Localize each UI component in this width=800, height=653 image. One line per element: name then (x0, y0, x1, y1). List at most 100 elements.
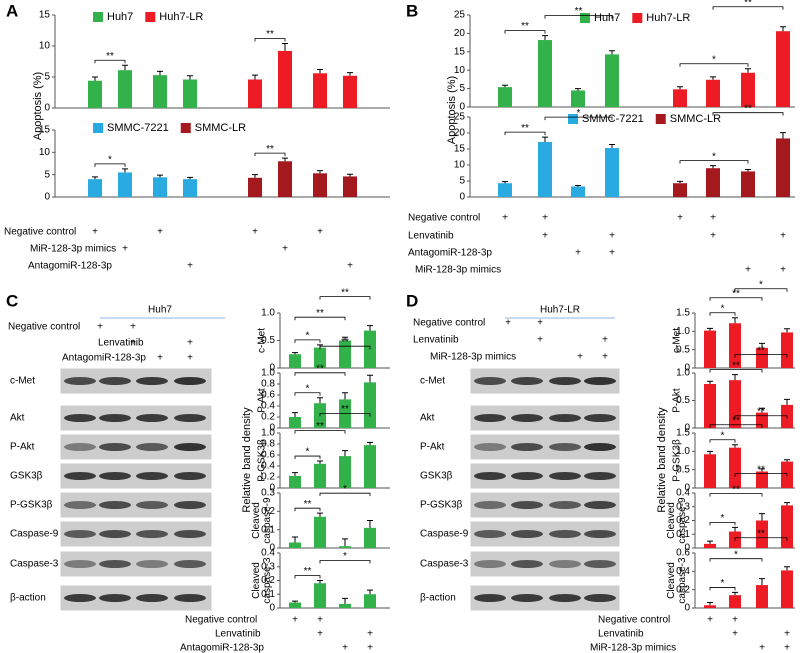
bar (339, 340, 351, 368)
bar (498, 87, 512, 107)
y-tick-label: 20 (454, 128, 466, 139)
blot-band (99, 472, 131, 480)
significance-label: ** (732, 484, 740, 495)
significance-bracket (294, 316, 346, 321)
bar (343, 176, 357, 197)
blot-band (174, 414, 206, 422)
error-bar (732, 526, 738, 532)
blot-row-label: Caspase-9 (420, 529, 469, 540)
error-bar (282, 43, 288, 51)
y-tick-label: 5 (44, 169, 50, 180)
error-bar (187, 75, 193, 80)
blot-band (174, 377, 206, 385)
legend-label: Huh7 (107, 11, 133, 23)
error-bar (342, 392, 348, 400)
y-tick-label: 0 (684, 363, 690, 374)
error-bar (367, 589, 373, 595)
treatment-mark: + (710, 231, 716, 242)
error-bar (710, 165, 716, 169)
significance-label: ** (757, 464, 765, 475)
significance-bracket (294, 372, 346, 376)
blot-band (64, 443, 96, 451)
bar (183, 79, 197, 108)
significance-label: ** (757, 406, 765, 417)
significance-bracket (319, 296, 371, 300)
treatment-label: MiR-128-3p mimics (590, 643, 676, 653)
error-bar (575, 88, 581, 91)
blot-band (136, 530, 168, 538)
significance-bracket (294, 575, 321, 579)
y-tick-label: 0.4 (676, 566, 690, 577)
y-tick-label: 0.2 (261, 412, 275, 423)
error-bar (732, 374, 738, 381)
treatment-mark: + (780, 231, 786, 242)
treatment-label: MiR-128-3p mimics (415, 265, 501, 276)
blot-band (584, 443, 616, 451)
significance-label: ** (341, 337, 349, 348)
significance-bracket (709, 312, 736, 316)
bar (704, 384, 716, 428)
significance-bracket (709, 493, 763, 497)
bar (538, 141, 552, 197)
blot-band (511, 560, 543, 568)
error-bar (707, 380, 713, 384)
error-bar (732, 317, 738, 324)
error-bar (759, 513, 765, 521)
blot-row-label: P-GSK3β (10, 500, 53, 511)
treatment-mark: + (282, 244, 288, 255)
y-tick-label: 25 (454, 112, 466, 123)
blot-row-label: GSK3β (420, 471, 453, 482)
y-tick-label: 0 (684, 543, 690, 554)
significance-bracket (734, 537, 788, 541)
bar (704, 454, 716, 488)
bar (339, 603, 351, 608)
significance-label: ** (732, 288, 740, 299)
blot-band (474, 472, 506, 480)
legend-swatch (580, 13, 590, 23)
y-tick-label: 0 (269, 543, 275, 554)
error-bar (609, 144, 615, 149)
y-tick-label: 0 (459, 192, 465, 203)
error-bar (122, 64, 128, 71)
y-axis-label: Relative band density (241, 407, 253, 513)
treatment-label: AntagomiR-128-3p (28, 261, 112, 272)
blot-band (584, 377, 616, 385)
error-bar (745, 168, 751, 172)
significance-label: * (712, 151, 716, 162)
bar (704, 543, 716, 548)
y-tick-label: 20 (454, 28, 466, 39)
bar (278, 161, 292, 197)
y-tick-label: 0.1 (261, 524, 275, 535)
chart-label: P-Akt (672, 388, 683, 413)
y-tick-label: 1.0 (676, 326, 690, 337)
treatment-mark: + (602, 352, 608, 363)
blot-row-label: β-action (10, 593, 46, 604)
blot-band (174, 501, 206, 509)
y-tick-label: 0 (44, 103, 50, 114)
bar (364, 330, 376, 368)
treatment-mark: + (367, 629, 373, 640)
blot-band (584, 414, 616, 422)
y-tick-label: 5 (459, 176, 465, 187)
treatment-mark: + (784, 643, 790, 653)
bar (314, 463, 326, 488)
blot-band (174, 594, 206, 602)
legend-label: Huh7-LR (646, 12, 690, 24)
treatment-label: AntagomiR-128-3p (62, 353, 146, 364)
error-bar (347, 72, 353, 76)
blot-title: Huh7-LR (540, 305, 580, 316)
treatment-mark: + (542, 213, 548, 224)
treatment-label: Lenvatinib (215, 629, 261, 640)
error-bar (759, 578, 765, 586)
treatment-mark: + (732, 629, 738, 640)
treatment-mark: + (575, 248, 581, 259)
significance-label: ** (575, 6, 583, 17)
legend-label: SMMC-7221 (582, 113, 644, 125)
y-tick-label: 15 (39, 125, 51, 136)
y-tick-label: 10 (454, 65, 466, 76)
bar (289, 602, 301, 608)
y-tick-label: 15 (454, 144, 466, 155)
blot-band (474, 414, 506, 422)
error-bar (780, 26, 786, 32)
error-bar (677, 86, 683, 90)
